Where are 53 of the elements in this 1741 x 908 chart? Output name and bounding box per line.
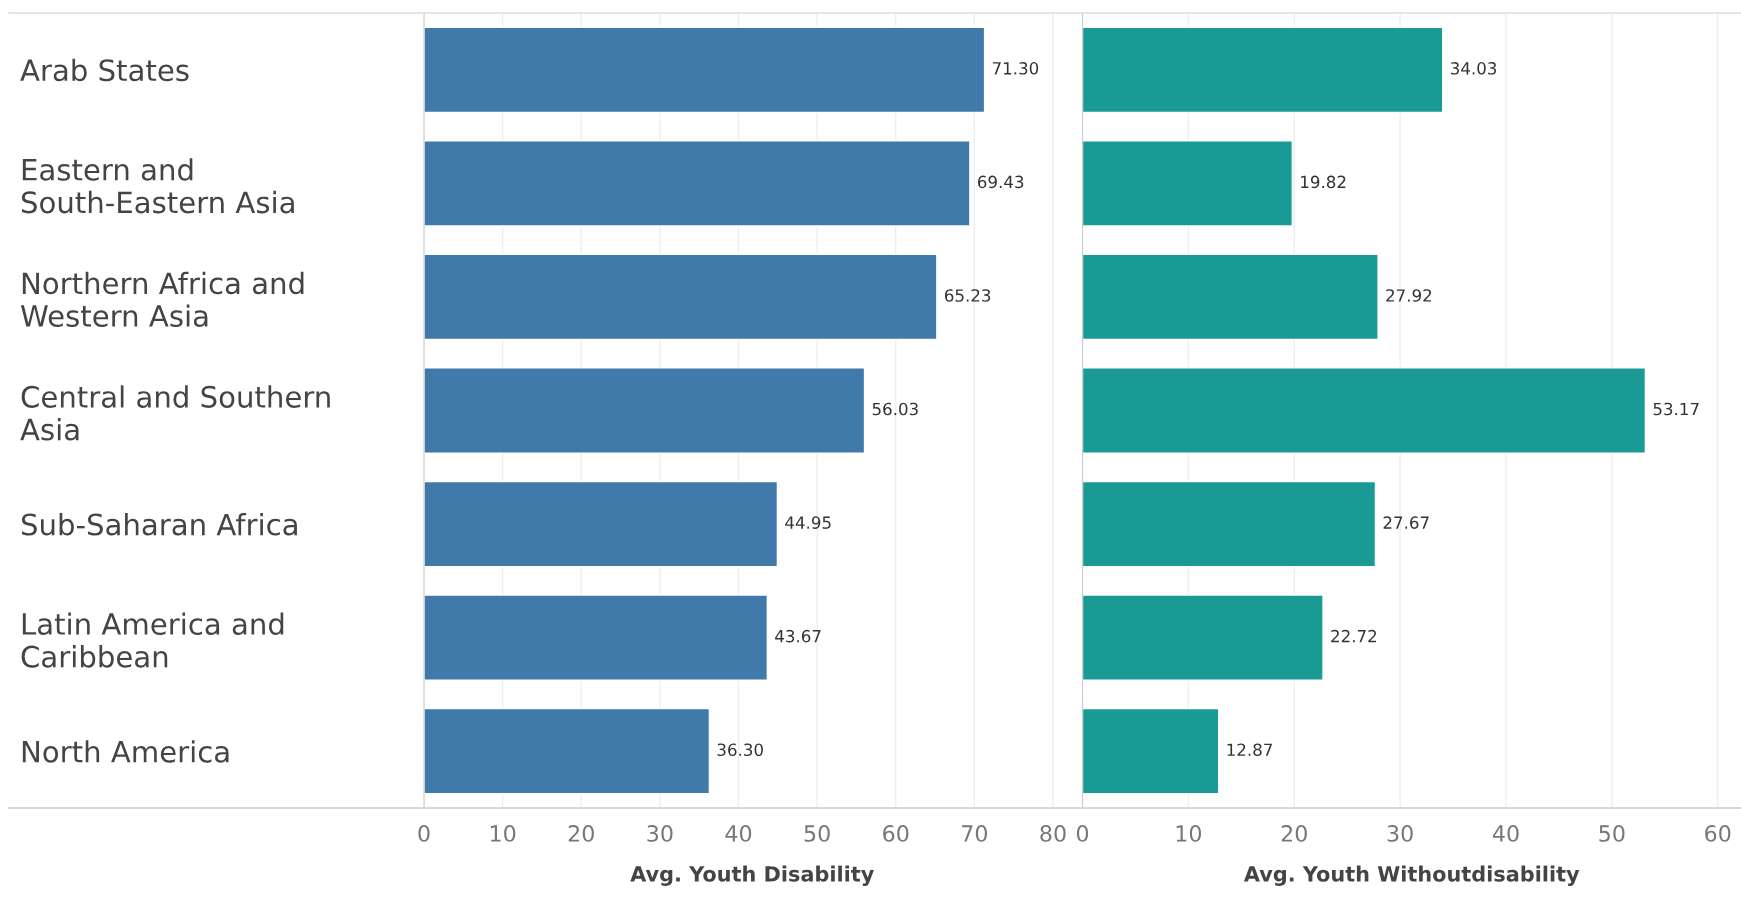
x-tick-label: 30 [647, 825, 673, 842]
y-tick-label: North America [22, 740, 229, 763]
x-tick-label: 40 [1492, 825, 1519, 842]
x-tick-label: 30 [1387, 825, 1413, 842]
data-label: 34.03 [1450, 62, 1497, 75]
x-tick-label: 50 [804, 825, 830, 842]
bar [1082, 480, 1377, 568]
data-label: 27.92 [1386, 289, 1432, 302]
x-tick-label: 70 [962, 825, 988, 842]
x-tick-label: 0 [418, 825, 430, 842]
x-tick-label: 0 [1076, 825, 1089, 842]
bar [424, 367, 866, 454]
x-tick-label: 50 [1599, 825, 1625, 842]
data-label: 69.43 [977, 175, 1024, 189]
data-label: 65.23 [944, 289, 991, 302]
x-tick-label: 60 [883, 825, 909, 842]
y-tick-label: Latin America and Caribbean [21, 612, 284, 668]
bar [424, 707, 711, 795]
bar [1082, 140, 1294, 227]
data-label: 43.67 [775, 629, 821, 643]
data-label: 27.67 [1383, 516, 1429, 529]
y-tick-label: Sub-Saharan Africa [21, 512, 297, 536]
x-tick-label: 40 [725, 825, 752, 842]
y-tick-label: Eastern and South-Eastern Asia [21, 158, 294, 214]
bar [1082, 367, 1647, 454]
y-tick-label: Northern Africa and Western Asia [20, 271, 304, 327]
bar [1082, 707, 1220, 795]
x-tick-label: 10 [1176, 825, 1202, 842]
bar [424, 480, 779, 568]
bar [1082, 253, 1379, 341]
x-tick-label: 10 [490, 825, 516, 842]
y-tick-label: Central and Southern Asia [20, 385, 330, 441]
x-axis-title: Avg. Youth Withoutdisability [1243, 865, 1580, 886]
x-tick-label: 20 [1281, 825, 1307, 842]
bar [1082, 594, 1324, 681]
bar [424, 253, 938, 341]
x-tick-label: 20 [568, 825, 594, 842]
x-tick-label: 80 [1040, 825, 1066, 842]
data-label: 12.87 [1227, 743, 1272, 757]
data-label: 53.17 [1653, 402, 1699, 416]
bar [1082, 26, 1444, 114]
bar [424, 26, 986, 114]
data-label: 56.03 [872, 402, 918, 416]
y-tick-label: Arab States [20, 58, 189, 82]
data-label: 36.30 [717, 743, 763, 757]
bar [424, 140, 971, 227]
bar [424, 594, 769, 681]
data-label: 44.95 [785, 516, 831, 529]
data-label: 19.82 [1301, 175, 1346, 189]
data-label: 22.72 [1331, 629, 1377, 643]
data-label: 71.30 [992, 62, 1039, 75]
x-tick-label: 60 [1705, 825, 1731, 842]
x-axis-title: Avg. Youth Disability [630, 865, 874, 886]
